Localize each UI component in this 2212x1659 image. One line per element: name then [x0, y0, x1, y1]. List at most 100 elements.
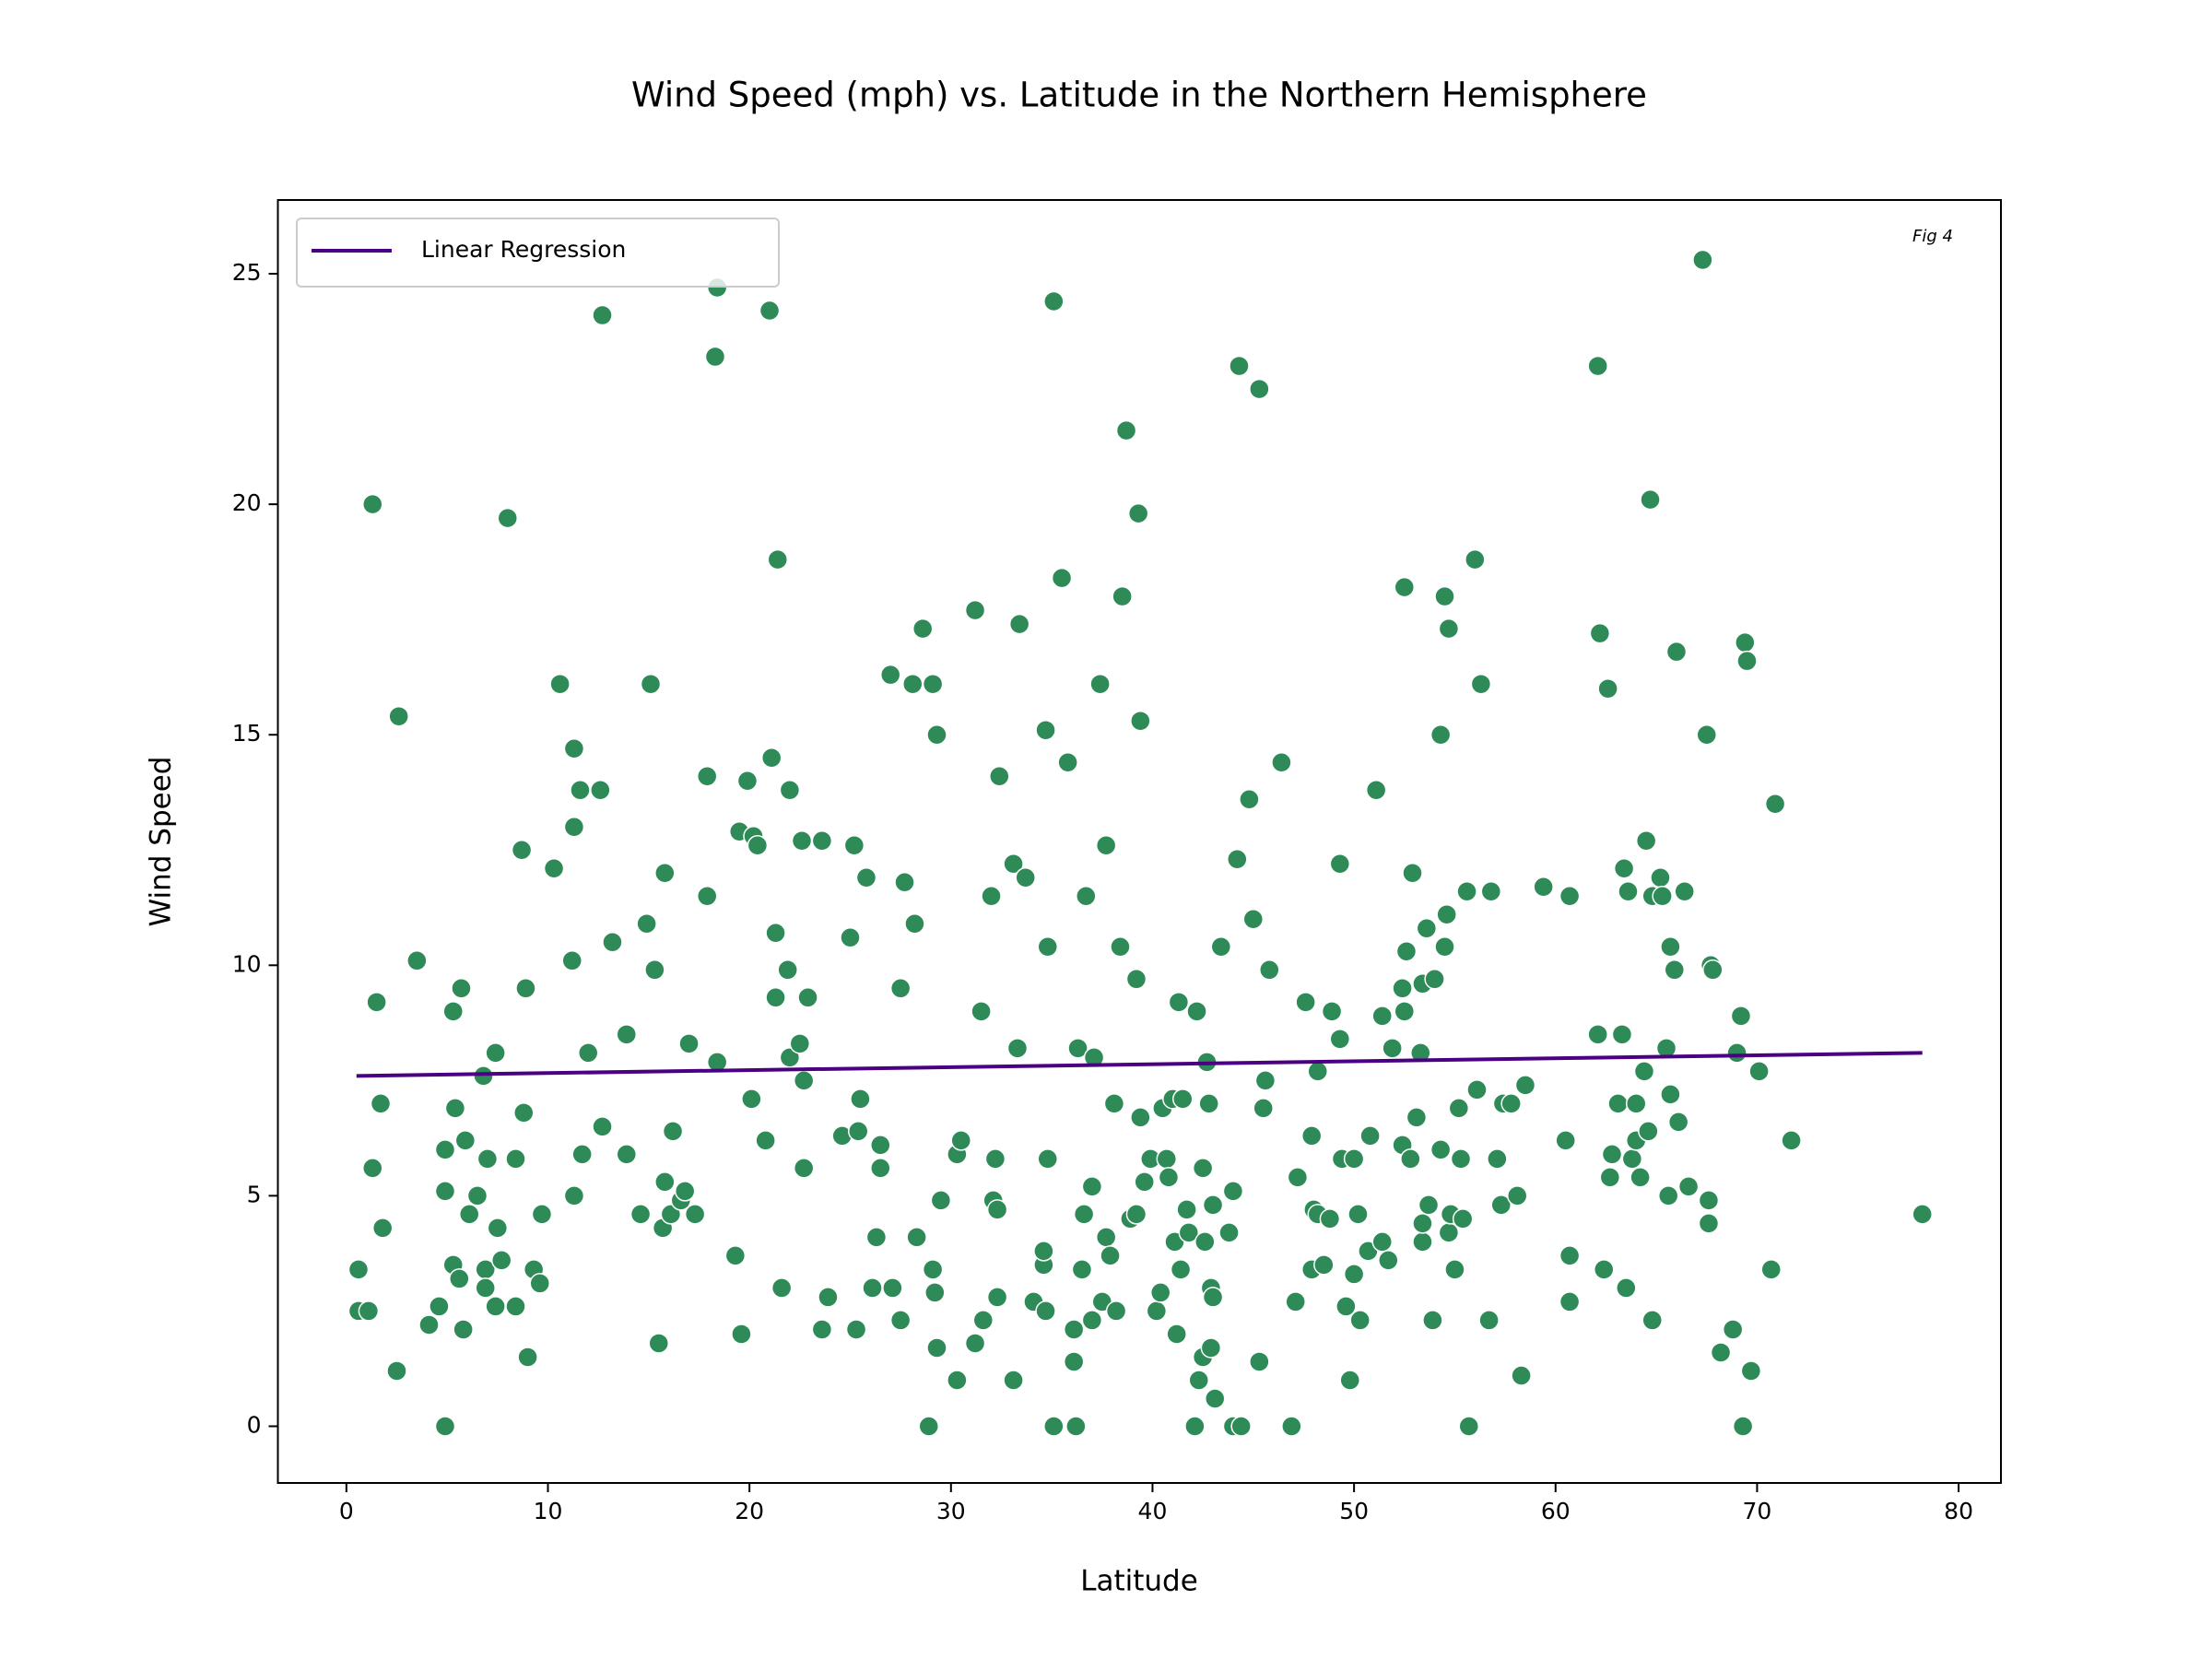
point: [986, 1287, 1008, 1308]
point: [1329, 1029, 1351, 1050]
point: [1402, 863, 1423, 884]
x-tick-label: 20: [735, 1498, 764, 1524]
point: [924, 1282, 946, 1303]
point: [818, 1287, 839, 1308]
point: [922, 1259, 944, 1280]
point: [1378, 1250, 1399, 1271]
point: [870, 1135, 891, 1156]
point: [505, 1296, 526, 1317]
point: [926, 724, 947, 746]
point: [1008, 613, 1030, 635]
point: [1071, 1259, 1093, 1280]
point: [741, 1088, 762, 1110]
point: [1698, 1190, 1720, 1211]
point: [771, 1277, 793, 1299]
point: [797, 987, 818, 1008]
point: [366, 992, 387, 1013]
point: [485, 1296, 506, 1317]
point: [1559, 1245, 1581, 1266]
y-tick-label: 20: [232, 489, 262, 516]
x-tick-label: 0: [339, 1498, 354, 1524]
x-tick-label: 30: [936, 1498, 966, 1524]
point: [736, 770, 759, 792]
point: [1003, 853, 1024, 875]
y-tick-label: 25: [232, 259, 262, 286]
point: [1313, 1254, 1335, 1276]
x-tick-label: 60: [1541, 1498, 1571, 1524]
point: [1452, 1208, 1474, 1230]
point: [1321, 1001, 1343, 1022]
point: [654, 863, 676, 884]
point: [505, 1148, 526, 1170]
point: [1003, 1370, 1024, 1391]
point: [1035, 1300, 1056, 1322]
point: [1710, 1342, 1732, 1363]
point: [629, 1204, 652, 1225]
point: [418, 1314, 440, 1335]
point: [1300, 1125, 1323, 1147]
point: [511, 840, 533, 861]
point: [765, 987, 786, 1008]
point: [1394, 576, 1416, 598]
point: [444, 1098, 466, 1119]
point: [563, 816, 585, 838]
point: [1664, 959, 1686, 981]
point: [1254, 1070, 1277, 1091]
point: [1764, 793, 1786, 815]
point: [902, 673, 924, 695]
point: [644, 959, 665, 981]
point: [1480, 881, 1502, 902]
point: [1458, 1416, 1480, 1437]
point: [1465, 548, 1486, 571]
point: [1239, 788, 1260, 810]
point: [1037, 1148, 1059, 1170]
point: [791, 830, 813, 852]
point: [1192, 1158, 1214, 1179]
point: [1436, 904, 1457, 925]
plot-area: [347, 249, 1933, 1437]
point: [964, 599, 986, 621]
point: [1696, 724, 1718, 746]
point: [1125, 969, 1147, 990]
point: [1392, 978, 1413, 999]
point: [789, 1033, 811, 1054]
point: [1730, 1006, 1752, 1027]
point: [370, 1093, 392, 1114]
point: [918, 1416, 940, 1437]
point: [1271, 751, 1292, 773]
point: [1188, 1370, 1210, 1391]
point: [616, 1024, 638, 1045]
point: [731, 1324, 752, 1345]
point: [1095, 835, 1117, 856]
point: [793, 1158, 815, 1179]
point: [1100, 1245, 1121, 1266]
point: [1166, 1324, 1187, 1345]
point: [1410, 1042, 1431, 1064]
point: [1478, 1310, 1500, 1331]
point: [1249, 378, 1270, 400]
point: [1057, 751, 1078, 773]
point: [358, 1300, 380, 1322]
point: [1043, 1416, 1065, 1437]
point: [724, 1245, 747, 1266]
point: [1434, 585, 1455, 607]
point: [1095, 1227, 1117, 1248]
point: [1736, 650, 1758, 672]
point: [1641, 1310, 1663, 1331]
point: [1650, 867, 1671, 888]
point: [1698, 1213, 1720, 1234]
point: [1406, 1107, 1428, 1128]
point: [654, 1171, 676, 1193]
point: [1533, 877, 1554, 898]
point: [434, 1181, 456, 1202]
point: [602, 932, 623, 953]
point: [1015, 867, 1036, 888]
point: [1365, 779, 1387, 801]
regression-line: [356, 1051, 1923, 1078]
point: [561, 950, 582, 971]
point: [1295, 992, 1316, 1013]
point: [1065, 1416, 1087, 1437]
point: [1170, 1259, 1192, 1280]
point: [1172, 1088, 1194, 1110]
point: [590, 779, 611, 801]
